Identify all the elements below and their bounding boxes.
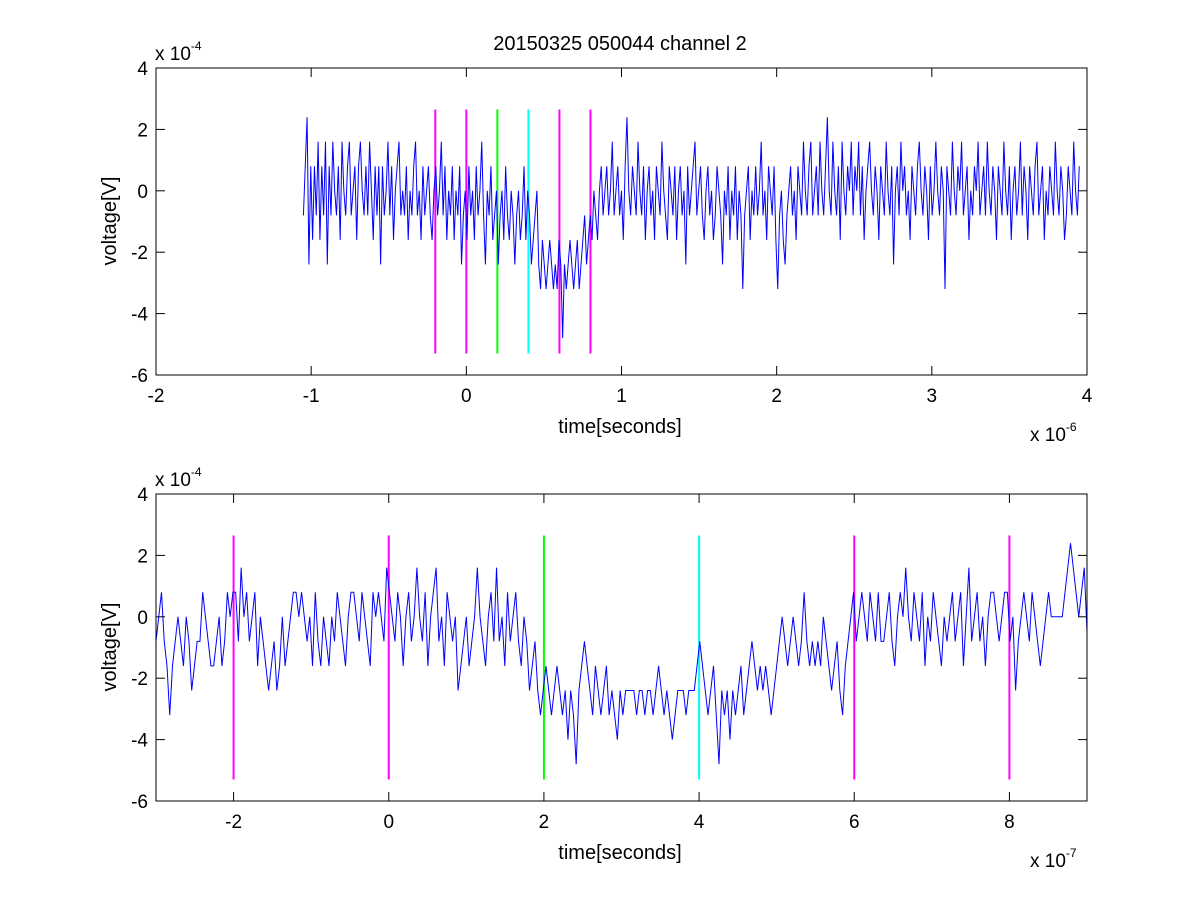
top-ytick-label-0: 4 bbox=[137, 59, 148, 80]
bottom-tick-labels: -2 0 2 4 6 8 4 2 0 -2 -4 -6 bbox=[131, 485, 1015, 833]
top-ylabel: voltage[V] bbox=[99, 177, 121, 266]
bottom-ytick-label-2: 0 bbox=[137, 608, 148, 629]
top-y-multiplier: x 10-4 bbox=[155, 39, 202, 65]
bottom-y-multiplier-base: x 10 bbox=[155, 470, 191, 491]
top-ytick-label-3: -2 bbox=[131, 243, 148, 264]
top-xtick-label-4: 2 bbox=[771, 386, 782, 407]
bottom-y-multiplier-exponent: -4 bbox=[191, 465, 202, 479]
bottom-ticks bbox=[156, 493, 1087, 802]
bottom-axes-frame bbox=[155, 493, 1088, 802]
top-xtick-label-1: -1 bbox=[303, 386, 320, 407]
bottom-ytick-label-3: -2 bbox=[131, 669, 148, 690]
bottom-xtick-label-3: 4 bbox=[694, 812, 705, 833]
top-y-multiplier-exponent: -4 bbox=[191, 39, 202, 53]
bottom-xtick-label-1: 0 bbox=[383, 812, 394, 833]
bottom-ytick-label-5: -6 bbox=[131, 792, 148, 813]
top-x-multiplier-base: x 10 bbox=[1030, 425, 1066, 446]
top-x-multiplier: x 10-6 bbox=[1030, 420, 1077, 446]
bottom-marker-lines bbox=[232, 535, 1011, 780]
top-xtick-label-6: 4 bbox=[1082, 386, 1093, 407]
bottom-x-multiplier-base: x 10 bbox=[1030, 851, 1066, 872]
top-ytick-label-2: 0 bbox=[137, 182, 148, 203]
top-tick-labels: -2 -1 0 1 2 3 4 4 2 0 -2 -4 -6 bbox=[131, 59, 1093, 407]
top-ytick-label-5: -6 bbox=[131, 366, 148, 387]
bottom-x-multiplier-exponent: -7 bbox=[1066, 846, 1077, 860]
bottom-ylabel: voltage[V] bbox=[99, 603, 121, 692]
bottom-xtick-label-5: 8 bbox=[1004, 812, 1015, 833]
bottom-xtick-label-4: 6 bbox=[849, 812, 860, 833]
bottom-xlabel: time[seconds] bbox=[558, 842, 681, 864]
top-ytick-label-1: 2 bbox=[137, 120, 148, 141]
bottom-voltage-trace bbox=[155, 543, 1088, 765]
bottom-y-multiplier: x 10-4 bbox=[155, 465, 202, 491]
bottom-subplot: -2 0 2 4 6 8 4 2 0 -2 -4 -6 time[seconds] voltage[V… bbox=[99, 465, 1088, 872]
bottom-ytick-label-4: -4 bbox=[131, 731, 148, 752]
bottom-x-multiplier: x 10-7 bbox=[1030, 846, 1077, 872]
top-xtick-label-5: 3 bbox=[927, 386, 938, 407]
figure-title: 20150325 050044 channel 2 bbox=[493, 33, 747, 55]
top-xtick-label-2: 0 bbox=[461, 386, 472, 407]
bottom-ytick-label-0: 4 bbox=[137, 485, 148, 506]
top-xtick-label-0: -2 bbox=[148, 386, 165, 407]
top-ticks bbox=[155, 67, 1088, 376]
top-y-multiplier-base: x 10 bbox=[155, 44, 191, 65]
top-xtick-label-3: 1 bbox=[616, 386, 627, 407]
top-voltage-trace bbox=[302, 117, 1080, 339]
bottom-xtick-label-0: -2 bbox=[225, 812, 242, 833]
top-x-multiplier-exponent: -6 bbox=[1066, 420, 1077, 434]
top-subplot: -2 -1 0 1 2 3 4 4 2 0 -2 -4 -6 time[seconds] voltage… bbox=[99, 39, 1093, 446]
top-ytick-label-4: -4 bbox=[131, 305, 148, 326]
top-xlabel: time[seconds] bbox=[558, 416, 681, 438]
bottom-xtick-label-2: 2 bbox=[539, 812, 550, 833]
bottom-ytick-label-1: 2 bbox=[137, 546, 148, 567]
